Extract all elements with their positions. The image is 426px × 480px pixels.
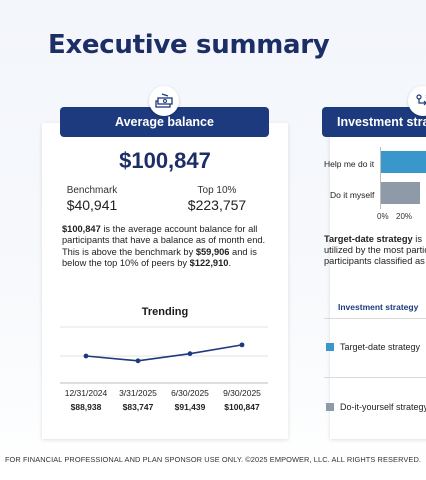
bar-label: Help me do it bbox=[324, 159, 375, 169]
strategy-text-3: participants classified as bbox=[324, 256, 425, 266]
data-point bbox=[83, 353, 89, 359]
data-value-label: $100,847 bbox=[224, 402, 260, 412]
divider bbox=[324, 318, 426, 319]
data-point bbox=[239, 342, 245, 348]
bar-label: Do it myself bbox=[330, 190, 375, 200]
benchmark-value: $40,941 bbox=[66, 197, 118, 213]
trend-series-line bbox=[85, 344, 243, 362]
investment-strategy-column-header: Investment strategy bbox=[338, 302, 419, 312]
legend-label: Do-it-yourself strategy bbox=[340, 402, 426, 412]
desc-bench-diff: $59,906 bbox=[195, 246, 230, 257]
money-stack-icon bbox=[149, 86, 179, 116]
x-tick-label: 12/31/2024 bbox=[64, 388, 108, 398]
top10-label: Top 10% bbox=[197, 185, 237, 196]
help-me-do-it-bar bbox=[380, 151, 426, 173]
desc-text-2: and is below the top 10% of peers by bbox=[62, 246, 257, 268]
x-tick-label: 3/31/2025 bbox=[119, 388, 157, 398]
legend-target-date: Target-date strategy bbox=[326, 342, 420, 352]
strategy-text-2: utilized by the most partic bbox=[324, 245, 426, 255]
strategy-icon bbox=[408, 86, 426, 116]
desc-value: $100,847 bbox=[62, 224, 101, 234]
divider bbox=[324, 377, 426, 378]
strategy-text-1: is bbox=[412, 234, 423, 244]
data-value-label: $88,938 bbox=[70, 402, 102, 412]
data-point bbox=[135, 358, 141, 364]
data-point bbox=[187, 351, 193, 357]
balance-description: $100,847 is the average account balance … bbox=[62, 224, 277, 269]
top10-stat: Top 10% $223,757 bbox=[167, 185, 267, 213]
legend-label: Target-date strategy bbox=[340, 342, 421, 352]
top10-value: $223,757 bbox=[187, 197, 247, 213]
strategy-bold: Target-date strategy bbox=[324, 234, 413, 244]
strategy-description: Target-date strategy is utilized by the … bbox=[324, 234, 426, 267]
axis-tick-label: 0% bbox=[377, 212, 389, 221]
desc-top-diff: $122,910 bbox=[189, 257, 229, 268]
average-balance-value: $100,847 bbox=[119, 148, 211, 173]
investment-strategy-card: Help me do it Do it myself 0% 20% Target… bbox=[324, 123, 426, 439]
trending-chart bbox=[60, 326, 268, 384]
swatch-target-date bbox=[326, 343, 334, 351]
legend-diy: Do-it-yourself strategy bbox=[326, 402, 426, 412]
bar-axis-line bbox=[380, 147, 381, 209]
investment-strategy-header: Investment stra bbox=[322, 107, 426, 137]
benchmark-label: Benchmark bbox=[66, 185, 118, 196]
page-title: Executive summary bbox=[48, 30, 330, 60]
x-tick-label: 6/30/2025 bbox=[171, 388, 209, 398]
do-it-myself-bar bbox=[380, 182, 420, 204]
swatch-diy bbox=[326, 403, 334, 411]
footer-disclaimer: FOR FINANCIAL PROFESSIONAL AND PLAN SPON… bbox=[4, 455, 422, 464]
axis-tick-label: 20% bbox=[396, 212, 413, 221]
trending-title: Trending bbox=[141, 306, 189, 318]
data-value-label: $91,439 bbox=[174, 402, 206, 412]
average-balance-card: $100,847 Benchmark $40,941 Top 10% $223,… bbox=[42, 123, 288, 439]
x-tick-label: 9/30/2025 bbox=[223, 388, 261, 398]
data-value-label: $83,747 bbox=[122, 402, 154, 412]
benchmark-stat: Benchmark $40,941 bbox=[42, 185, 142, 213]
desc-text-1: is the average account balance for all p… bbox=[62, 224, 266, 257]
desc-text-3: . bbox=[228, 257, 232, 268]
